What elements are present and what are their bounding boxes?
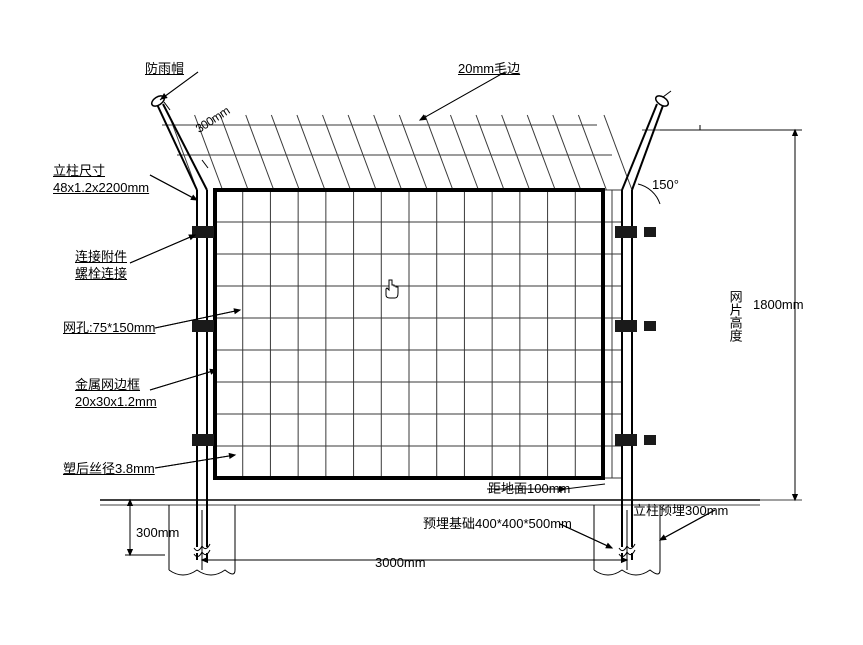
- label-post-embed: 立柱预埋300mm: [633, 503, 728, 520]
- label-span-3000: 3000mm: [375, 555, 426, 572]
- label-connector-title: 连接附件: [75, 249, 127, 266]
- label-wire-diameter: 塑后丝径3.8mm: [63, 461, 155, 478]
- label-frame-value: 20x30x1.2mm: [75, 394, 157, 411]
- label-panel-height-title: 网片高度: [727, 290, 743, 342]
- label-foundation: 预埋基础400*400*500mm: [423, 516, 572, 533]
- label-mesh-hole: 网孔:75*150mm: [63, 320, 155, 337]
- label-panel-height-value: 1800mm: [753, 297, 804, 314]
- label-angle-150: 150°: [652, 177, 679, 194]
- label-post-size-title: 立柱尺寸: [53, 163, 105, 180]
- label-edge-20mm: 20mm毛边: [458, 61, 520, 78]
- label-frame-title: 金属网边框: [75, 377, 140, 394]
- label-connector-sub: 螺栓连接: [75, 266, 127, 283]
- label-depth-300: 300mm: [136, 525, 179, 542]
- label-ground-gap: 距地面100mm: [488, 481, 570, 498]
- label-post-size-value: 48x1.2x2200mm: [53, 180, 149, 197]
- fence-diagram: 防雨帽 20mm毛边 立柱尺寸 48x1.2x2200mm 300mm 150°…: [0, 0, 863, 645]
- label-rain-cap: 防雨帽: [145, 61, 184, 78]
